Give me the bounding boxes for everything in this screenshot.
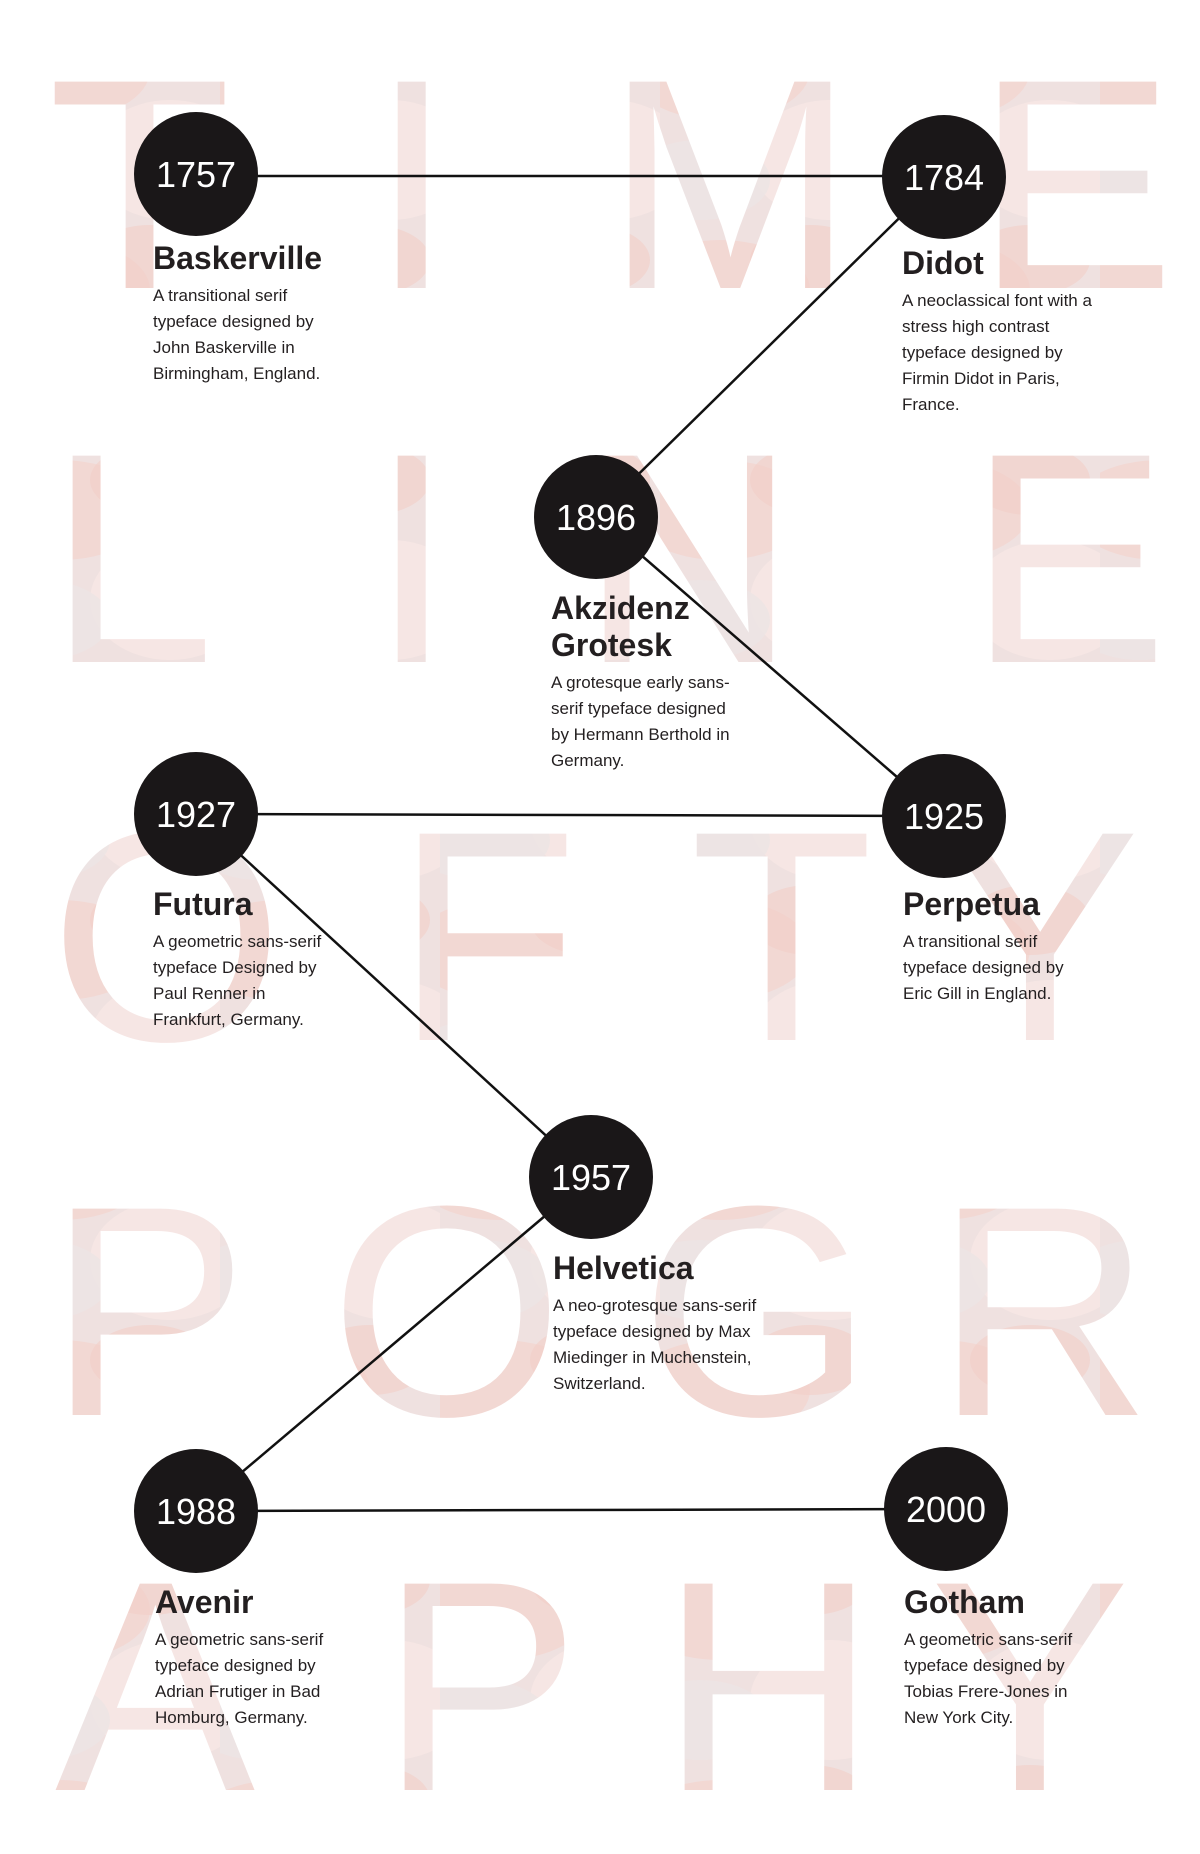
bg-letter: O [330, 1143, 563, 1479]
bg-letter: L [48, 390, 215, 726]
bg-letter: Y [930, 1518, 1130, 1854]
bg-letter: E [968, 390, 1168, 726]
typeface-name: Akzidenz Grotesk [551, 590, 690, 663]
bg-letter: R [935, 1143, 1152, 1479]
typeface-description: A geometric sans-serif typeface Designed… [153, 931, 322, 1029]
typeface-description: A geometric sans-serif typeface designed… [155, 1629, 324, 1727]
bg-letter: G [640, 1143, 873, 1479]
timeline-node-1925: 1925 [882, 754, 1006, 878]
bg-letter: P [380, 1518, 580, 1854]
typeface-description: A neo-grotesque sans-serif typeface desi… [553, 1295, 757, 1393]
bg-letter: T [690, 768, 873, 1104]
typeface-name: Gotham [904, 1584, 1025, 1620]
node-year: 2000 [906, 1489, 986, 1530]
typeface-name: Avenir [155, 1584, 254, 1620]
entry-akzidenz-grotesk: Akzidenz Grotesk A grotesque early sans-… [551, 590, 741, 774]
connector-1784-1896 [595, 175, 943, 517]
node-year: 1784 [904, 157, 984, 198]
entry-baskerville: Baskerville A transitional serif typefac… [153, 240, 353, 387]
timeline-node-1896: 1896 [534, 455, 658, 579]
connector-1927-1957 [195, 813, 592, 1178]
connector-1925-1927 [195, 812, 943, 818]
timeline-node-1957: 1957 [529, 1115, 653, 1239]
typeface-name: Perpetua [903, 886, 1040, 922]
typeface-description: A transitional serif typeface designed b… [153, 285, 321, 383]
timeline-node-1784: 1784 [882, 115, 1006, 239]
node-year: 1927 [156, 794, 236, 835]
typeface-description: A neoclassical font with a stress high c… [902, 290, 1092, 414]
bg-letter: I [370, 390, 453, 726]
bg-letter: I [370, 16, 453, 352]
connector-1896-1925 [595, 515, 943, 817]
bg-letter: E [975, 16, 1175, 352]
connector-1988-2000 [195, 1507, 946, 1513]
entry-perpetua: Perpetua A transitional serif typeface d… [903, 886, 1093, 1007]
bg-letter: M [605, 16, 855, 352]
typeface-name: Futura [153, 886, 253, 922]
node-year: 1988 [156, 1491, 236, 1532]
entry-helvetica: Helvetica A neo-grotesque sans-serif typ… [553, 1250, 783, 1397]
entry-gotham: Gotham A geometric sans-serif typeface d… [904, 1584, 1104, 1731]
typeface-name: Helvetica [553, 1250, 694, 1286]
node-year: 1757 [156, 154, 236, 195]
entry-futura: Futura A geometric sans-serif typeface D… [153, 886, 333, 1033]
bg-letter: F [395, 768, 578, 1104]
timeline-node-1988: 1988 [134, 1449, 258, 1573]
connector-1957-1988 [195, 1176, 592, 1512]
bg-letter: A [55, 1518, 257, 1854]
typeface-name: Didot [902, 245, 984, 281]
typeface-description: A transitional serif typeface designed b… [903, 931, 1064, 1003]
typeface-name: Baskerville [153, 240, 323, 276]
timeline-node-2000: 2000 [884, 1447, 1008, 1571]
typeface-description: A geometric sans-serif typeface designed… [904, 1629, 1073, 1727]
node-year: 1957 [551, 1157, 631, 1198]
node-year: 1896 [556, 497, 636, 538]
timeline-node-1927: 1927 [134, 752, 258, 876]
bg-letter: H [660, 1518, 877, 1854]
entry-avenir: Avenir A geometric sans-serif typeface d… [155, 1584, 355, 1731]
timeline-node-1757: 1757 [134, 112, 258, 236]
node-year: 1925 [904, 796, 984, 837]
bg-letter: P [48, 1143, 248, 1479]
entry-didot: Didot A neoclassical font with a stress … [902, 245, 1102, 418]
typeface-description: A grotesque early sans-serif typeface de… [551, 672, 730, 770]
